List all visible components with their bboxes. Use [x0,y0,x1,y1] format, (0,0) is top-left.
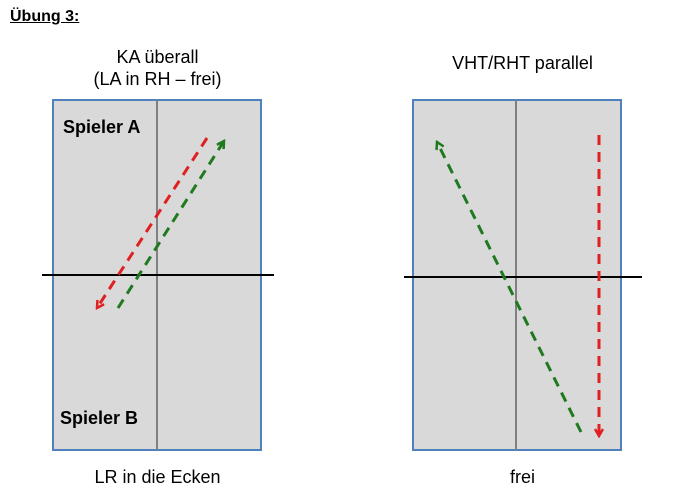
right-court [404,99,642,451]
left-court [42,99,274,451]
right-green-arrow [437,142,583,433]
player-a-label: Spieler A [63,117,141,137]
player-b-label: Spieler B [60,408,139,428]
right-diagram-title: VHT/RHT parallel [452,53,593,73]
left-diagram-footer: LR in die Ecken [94,467,221,487]
right-diagram-footer: frei [509,467,535,487]
left-title-line1: KA überall [116,47,199,67]
exercise-heading: Übung 3: [10,8,80,25]
left-diagram-title: KA überall (LA in RH – frei) [40,46,275,90]
left-title-line2: (LA in RH – frei) [93,69,222,89]
